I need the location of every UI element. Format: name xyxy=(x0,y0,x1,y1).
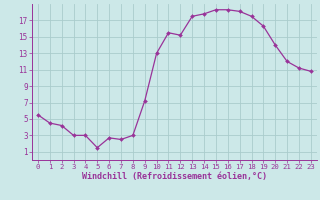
X-axis label: Windchill (Refroidissement éolien,°C): Windchill (Refroidissement éolien,°C) xyxy=(82,172,267,181)
